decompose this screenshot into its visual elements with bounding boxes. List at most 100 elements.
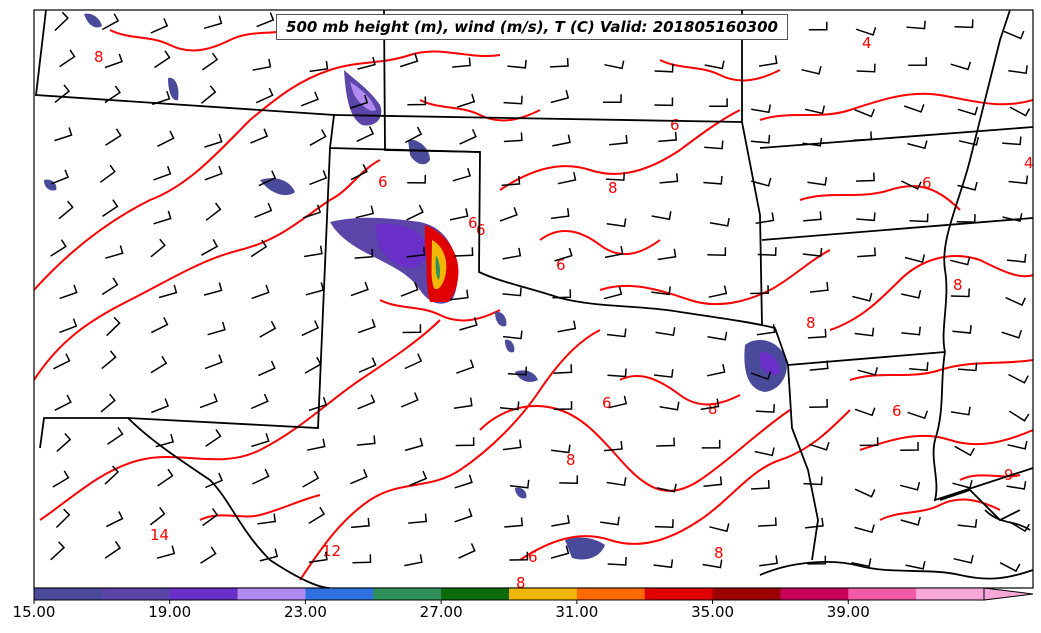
wind-barb — [606, 218, 627, 228]
wind-barb — [603, 286, 623, 300]
wind-barb — [807, 328, 827, 339]
wind-barb — [54, 11, 69, 32]
colorbar-swatch — [34, 588, 103, 600]
wind-barb — [903, 104, 925, 113]
wind-barb — [456, 359, 475, 374]
wind-barb — [149, 507, 166, 526]
wind-barb — [250, 128, 269, 144]
wind-barb — [808, 21, 828, 31]
wind-barb — [751, 177, 772, 187]
colorbar-border — [33, 587, 985, 601]
colorbar-swatch — [509, 588, 578, 600]
state-boundaries — [34, 10, 1033, 588]
wind-barb — [957, 519, 978, 528]
wind-barb — [454, 508, 473, 523]
wind-barb — [258, 170, 277, 187]
wind-barb — [102, 13, 120, 31]
wind-barb — [402, 324, 422, 334]
wind-barb — [950, 61, 972, 71]
wind-barb — [604, 60, 625, 70]
wind-barb — [51, 169, 69, 185]
wind-barb — [901, 326, 921, 336]
wind-barb — [659, 401, 680, 411]
wind-barb — [706, 364, 726, 377]
colorbar-swatch — [916, 588, 985, 600]
wind-barb — [352, 554, 372, 564]
wind-barb — [1006, 254, 1027, 263]
wind-barb — [308, 506, 326, 525]
wind-barb — [754, 447, 775, 457]
wind-barb — [801, 66, 822, 75]
wind-barb — [708, 285, 728, 298]
wind-barb — [653, 369, 674, 378]
wind-barb — [305, 282, 325, 296]
wind-barb — [856, 63, 876, 73]
wind-barb — [750, 134, 771, 144]
wind-barb — [950, 288, 970, 298]
wind-barb — [802, 137, 823, 147]
wind-barb — [449, 289, 469, 301]
wind-barb — [105, 245, 124, 259]
wind-barb — [400, 281, 419, 297]
wind-barb — [358, 357, 377, 373]
contour-label: 14 — [150, 526, 169, 544]
colorbar-tick-label: 23.00 — [283, 603, 327, 621]
wind-barb — [404, 554, 423, 567]
wind-barb — [502, 247, 522, 260]
wind-barb — [104, 53, 123, 69]
wind-barb — [150, 317, 169, 334]
wind-barb — [707, 331, 728, 341]
wind-barb — [807, 176, 828, 186]
colorbar-swatch — [237, 588, 306, 600]
wind-barb — [757, 247, 777, 256]
wind-barb — [703, 175, 723, 185]
wind-barb — [1002, 213, 1023, 223]
wind-barb — [400, 392, 419, 408]
wind-barb — [758, 55, 778, 67]
wind-barb — [105, 128, 122, 146]
colorbar-tick-label: 35.00 — [691, 603, 735, 621]
wind-barb — [404, 437, 424, 452]
wind-barb — [157, 130, 175, 147]
wind-barb — [809, 398, 828, 409]
contour-label: 8 — [714, 544, 724, 562]
wind-barb — [50, 541, 66, 561]
wind-barb — [259, 320, 277, 338]
wind-barb — [252, 58, 272, 71]
wind-barb — [857, 247, 876, 258]
wind-barb — [509, 479, 530, 489]
wind-barb — [704, 60, 725, 70]
wind-barb — [854, 108, 875, 118]
wind-barb — [354, 248, 374, 259]
contour-label: 8 — [566, 451, 576, 469]
wind-barb — [600, 516, 620, 526]
wind-barb — [203, 282, 223, 296]
wind-barb — [956, 214, 976, 223]
wind-barb — [1009, 521, 1030, 533]
wind-barb — [703, 476, 723, 487]
wind-barb — [458, 543, 476, 559]
wind-barb — [901, 180, 922, 190]
wind-barb — [104, 85, 121, 104]
wind-barb — [550, 444, 571, 454]
wind-barb — [709, 98, 728, 108]
wind-barb — [653, 559, 674, 569]
wind-barb — [701, 439, 721, 449]
wind-barb — [651, 211, 672, 221]
wind-barb — [54, 394, 72, 411]
wind-barb — [308, 396, 328, 412]
wind-barb — [750, 371, 772, 381]
wind-barb — [350, 281, 369, 297]
wind-barb — [999, 562, 1021, 573]
wind-barb — [657, 248, 677, 261]
wind-barb — [459, 128, 477, 145]
wind-barb — [605, 172, 626, 181]
wind-barb — [857, 367, 879, 376]
wind-barb — [550, 208, 570, 220]
wind-barb — [454, 247, 474, 257]
wind-barb — [156, 545, 176, 559]
wind-barb — [408, 513, 428, 524]
wind-barb — [349, 94, 369, 109]
wind-barb — [406, 246, 426, 258]
wind-barb — [803, 476, 823, 486]
